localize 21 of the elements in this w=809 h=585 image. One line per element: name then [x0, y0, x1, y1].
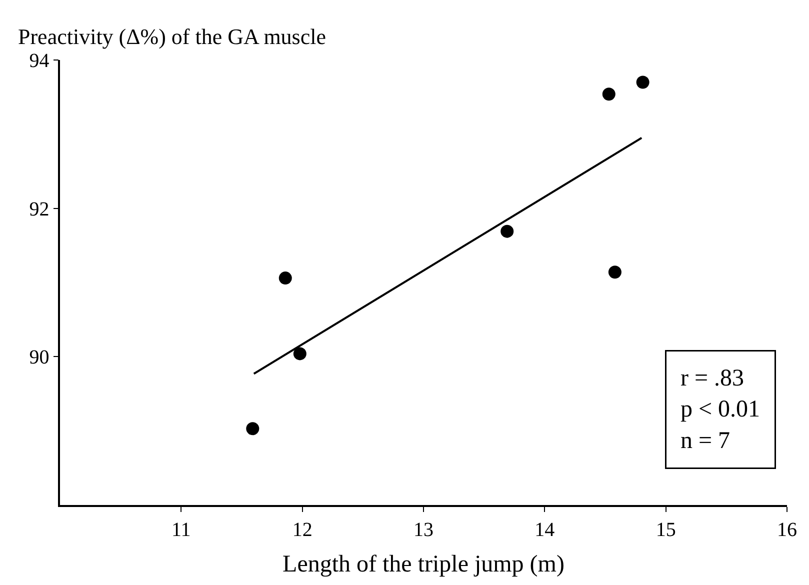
point [608, 266, 622, 279]
point [278, 272, 292, 285]
y-tick-label: 94 [29, 50, 50, 72]
x-tick-label: 13 [414, 518, 434, 541]
x-tick-label: 12 [292, 518, 312, 541]
y-axis-title: Preactivity (Δ%) of the GA muscle [18, 24, 326, 49]
annotation: r = .83 [680, 366, 744, 392]
point [246, 422, 260, 436]
x-axis-title: Length of the triple jump (m) [282, 552, 564, 578]
point [602, 88, 616, 101]
x-tick-label: 15 [656, 518, 676, 541]
point [500, 224, 514, 238]
y-tick-label: 92 [29, 198, 50, 220]
y-tick-label: 90 [29, 346, 50, 369]
point [293, 347, 306, 360]
annotation: n = 7 [680, 428, 730, 454]
x-tick-label: 11 [172, 518, 191, 541]
point [636, 76, 650, 89]
x-tick-label: 16 [777, 518, 797, 541]
x-tick-label: 14 [534, 518, 555, 541]
annotation: p < 0.01 [680, 396, 760, 423]
